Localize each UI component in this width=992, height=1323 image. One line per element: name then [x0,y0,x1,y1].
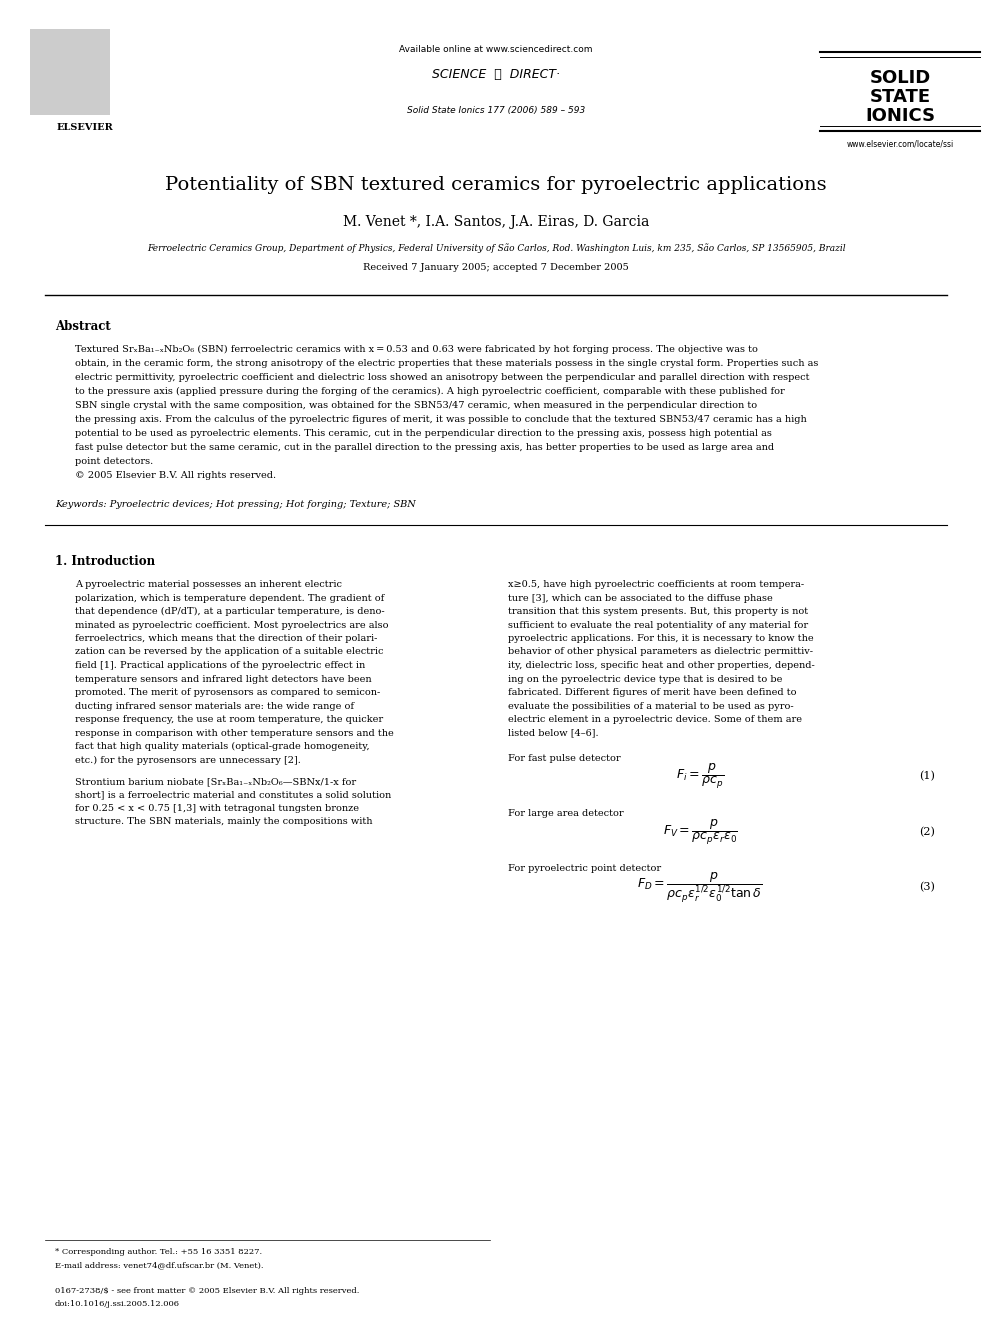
Text: SOLID: SOLID [869,69,930,87]
Text: Abstract: Abstract [55,320,111,333]
Text: $F_D = \dfrac{p}{\rho c_p \varepsilon_r^{1/2} \varepsilon_0^{1/2} \tan\delta}$: $F_D = \dfrac{p}{\rho c_p \varepsilon_r^… [637,871,763,904]
Text: potential to be used as pyroelectric elements. This ceramic, cut in the perpendi: potential to be used as pyroelectric ele… [75,429,772,438]
Text: $F_i = \dfrac{p}{\rho c_p}$: $F_i = \dfrac{p}{\rho c_p}$ [676,762,724,790]
Text: A pyroelectric material possesses an inherent electric: A pyroelectric material possesses an inh… [75,579,342,589]
Text: Textured SrₓBa₁₋ₓNb₂O₆ (SBN) ferroelectric ceramics with x = 0.53 and 0.63 were : Textured SrₓBa₁₋ₓNb₂O₆ (SBN) ferroelectr… [75,345,758,355]
Text: that dependence (dP/dT), at a particular temperature, is deno-: that dependence (dP/dT), at a particular… [75,607,385,617]
Text: 0167-2738/$ - see front matter © 2005 Elsevier B.V. All rights reserved.: 0167-2738/$ - see front matter © 2005 El… [55,1287,359,1295]
Text: zation can be reversed by the application of a suitable electric: zation can be reversed by the applicatio… [75,647,384,656]
Text: © 2005 Elsevier B.V. All rights reserved.: © 2005 Elsevier B.V. All rights reserved… [75,471,276,480]
Text: Strontium barium niobate [SrₓBa₁₋ₓNb₂O₆—SBNx/1-x for: Strontium barium niobate [SrₓBa₁₋ₓNb₂O₆—… [75,777,356,786]
Text: Ferroelectric Ceramics Group, Department of Physics, Federal University of São C: Ferroelectric Ceramics Group, Department… [147,243,845,253]
Text: fact that high quality materials (optical-grade homogeneity,: fact that high quality materials (optica… [75,742,370,751]
Text: promoted. The merit of pyrosensors as compared to semicon-: promoted. The merit of pyrosensors as co… [75,688,380,697]
Text: For large area detector: For large area detector [508,808,624,818]
Text: short] is a ferroelectric material and constitutes a solid solution: short] is a ferroelectric material and c… [75,791,391,799]
Text: E-mail address: venet74@df.ufscar.br (M. Venet).: E-mail address: venet74@df.ufscar.br (M.… [55,1261,264,1269]
Text: transition that this system presents. But, this property is not: transition that this system presents. Bu… [508,607,808,617]
Text: Available online at www.sciencedirect.com: Available online at www.sciencedirect.co… [399,45,593,54]
Bar [820,45,992,135]
Text: 1. Introduction: 1. Introduction [55,556,155,568]
Text: doi:10.1016/j.ssi.2005.12.006: doi:10.1016/j.ssi.2005.12.006 [55,1301,180,1308]
Text: to the pressure axis (applied pressure during the forging of the ceramics). A hi: to the pressure axis (applied pressure d… [75,388,785,396]
Text: behavior of other physical parameters as dielectric permittiv-: behavior of other physical parameters as… [508,647,813,656]
Text: minated as pyroelectric coefficient. Most pyroelectrics are also: minated as pyroelectric coefficient. Mos… [75,620,389,630]
Text: pyroelectric applications. For this, it is necessary to know the: pyroelectric applications. For this, it … [508,634,813,643]
Text: fabricated. Different figures of merit have been defined to: fabricated. Different figures of merit h… [508,688,797,697]
Text: the pressing axis. From the calculus of the pyroelectric figures of merit, it wa: the pressing axis. From the calculus of … [75,415,806,423]
Text: For fast pulse detector: For fast pulse detector [508,754,621,763]
Text: Potentiality of SBN textured ceramics for pyroelectric applications: Potentiality of SBN textured ceramics fo… [166,176,826,194]
Text: (2): (2) [920,827,935,837]
Text: (1): (1) [920,771,935,781]
Text: IONICS: IONICS [865,107,935,124]
Text: SCIENCE  ⓐ  DIRECT·: SCIENCE ⓐ DIRECT· [432,69,560,82]
Text: SBN single crystal with the same composition, was obtained for the SBN53/47 cera: SBN single crystal with the same composi… [75,401,757,410]
Text: www.elsevier.com/locate/ssi: www.elsevier.com/locate/ssi [846,139,953,148]
Text: ture [3], which can be associated to the diffuse phase: ture [3], which can be associated to the… [508,594,773,602]
Text: Received 7 January 2005; accepted 7 December 2005: Received 7 January 2005; accepted 7 Dece… [363,262,629,271]
Text: structure. The SBN materials, mainly the compositions with: structure. The SBN materials, mainly the… [75,818,373,827]
Text: fast pulse detector but the same ceramic, cut in the parallel direction to the p: fast pulse detector but the same ceramic… [75,443,774,452]
Text: listed below [4–6].: listed below [4–6]. [508,729,598,737]
Text: ferroelectrics, which means that the direction of their polari-: ferroelectrics, which means that the dir… [75,634,377,643]
Text: etc.) for the pyrosensors are unnecessary [2].: etc.) for the pyrosensors are unnecessar… [75,755,301,765]
Text: sufficient to evaluate the real potentiality of any material for: sufficient to evaluate the real potentia… [508,620,808,630]
Text: (3): (3) [920,882,935,892]
Text: electric permittivity, pyroelectric coefficient and dielectric loss showed an an: electric permittivity, pyroelectric coef… [75,373,809,382]
Text: field [1]. Practical applications of the pyroelectric effect in: field [1]. Practical applications of the… [75,662,365,669]
Text: response frequency, the use at room temperature, the quicker: response frequency, the use at room temp… [75,714,383,724]
Text: evaluate the possibilities of a material to be used as pyro-: evaluate the possibilities of a material… [508,701,794,710]
Text: M. Venet *, I.A. Santos, J.A. Eiras, D. Garcia: M. Venet *, I.A. Santos, J.A. Eiras, D. … [343,216,649,229]
Text: * Corresponding author. Tel.: +55 16 3351 8227.: * Corresponding author. Tel.: +55 16 335… [55,1248,262,1256]
Text: point detectors.: point detectors. [75,456,153,466]
Text: temperature sensors and infrared light detectors have been: temperature sensors and infrared light d… [75,675,372,684]
Text: for 0.25 < x < 0.75 [1,3] with tetragonal tungsten bronze: for 0.25 < x < 0.75 [1,3] with tetragona… [75,804,359,814]
Text: polarization, which is temperature dependent. The gradient of: polarization, which is temperature depen… [75,594,384,602]
Text: $F_V = \dfrac{p}{\rho c_p \varepsilon_r \varepsilon_0}$: $F_V = \dfrac{p}{\rho c_p \varepsilon_r … [663,818,737,847]
Text: ity, dielectric loss, specific heat and other properties, depend-: ity, dielectric loss, specific heat and … [508,662,814,669]
Text: electric element in a pyroelectric device. Some of them are: electric element in a pyroelectric devic… [508,714,802,724]
Text: ELSEVIER: ELSEVIER [57,123,113,132]
Text: obtain, in the ceramic form, the strong anisotropy of the electric properties th: obtain, in the ceramic form, the strong … [75,359,818,368]
Text: response in comparison with other temperature sensors and the: response in comparison with other temper… [75,729,394,737]
Text: Keywords: Pyroelectric devices; Hot pressing; Hot forging; Texture; SBN: Keywords: Pyroelectric devices; Hot pres… [55,500,416,509]
Bar [30,29,110,115]
Text: x≥0.5, have high pyroelectric coefficients at room tempera-: x≥0.5, have high pyroelectric coefficien… [508,579,805,589]
Text: ducting infrared sensor materials are: the wide range of: ducting infrared sensor materials are: t… [75,701,354,710]
Text: ing on the pyroelectric device type that is desired to be: ing on the pyroelectric device type that… [508,675,783,684]
Text: Solid State Ionics 177 (2006) 589 – 593: Solid State Ionics 177 (2006) 589 – 593 [407,106,585,115]
Text: For pyroelectric point detector: For pyroelectric point detector [508,864,661,873]
Text: STATE: STATE [869,89,930,106]
